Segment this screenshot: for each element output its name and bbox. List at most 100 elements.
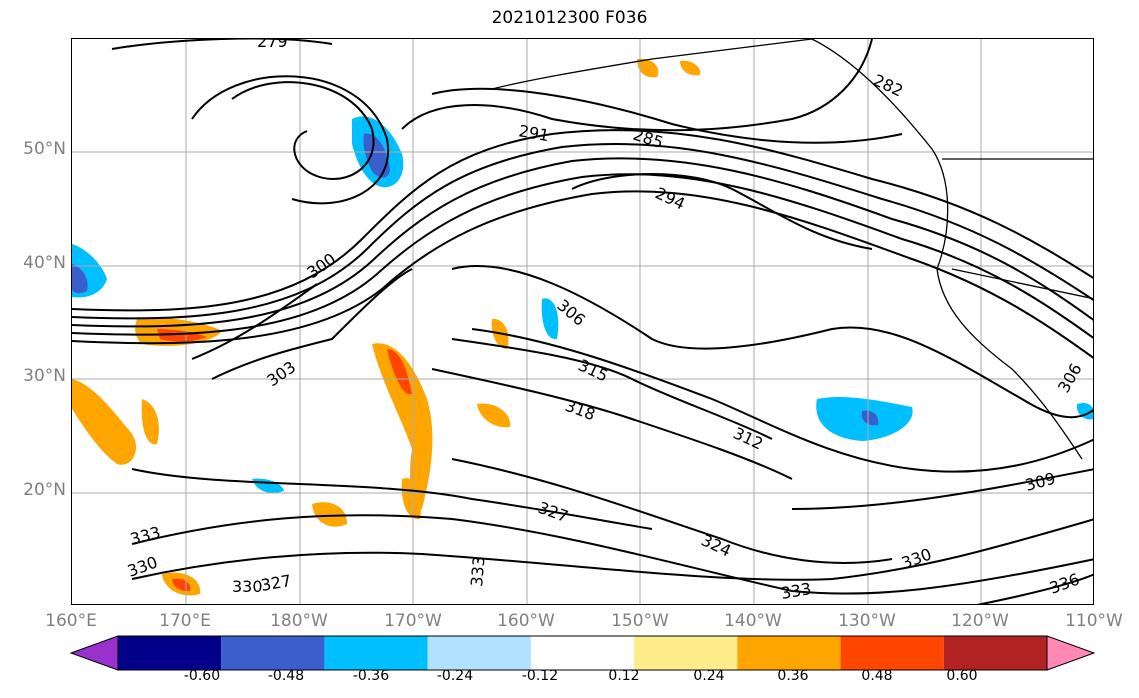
contour-315 bbox=[451, 338, 773, 440]
map-panel: 279 282 285 291 294 300 303 306 309 312 … bbox=[71, 38, 1094, 605]
contour-327 bbox=[131, 468, 653, 530]
lon-label-110w: 110°W bbox=[1065, 611, 1123, 631]
shade-orange-streak bbox=[372, 343, 433, 510]
contour-label-279: 279 bbox=[257, 39, 288, 51]
contour-label-336: 336 bbox=[1047, 569, 1082, 597]
contour-jet-4 bbox=[72, 173, 1093, 339]
contour-label-318: 318 bbox=[563, 396, 598, 424]
colorbar-segment bbox=[118, 636, 222, 670]
contour-jet-1 bbox=[72, 129, 1093, 312]
colorbar-tick-10: 0.60 bbox=[946, 668, 978, 684]
contour-label-330: 330 bbox=[899, 544, 934, 572]
colorbar-segment bbox=[530, 636, 635, 670]
colorbar-tick-2: -0.48 bbox=[267, 668, 305, 684]
contour-324 bbox=[451, 458, 893, 564]
contour-318 bbox=[431, 368, 793, 480]
colorbar-tick-9: 0.48 bbox=[861, 668, 893, 684]
coastline-border-2 bbox=[951, 268, 1093, 300]
shade-orange-145w-top bbox=[680, 60, 701, 76]
shade-red-band bbox=[157, 329, 207, 342]
contour-312 bbox=[471, 328, 1093, 473]
shade-orange-175w bbox=[312, 502, 347, 527]
colorbar-segment bbox=[634, 636, 738, 670]
contour-label-312: 312 bbox=[730, 423, 766, 453]
lon-label-160w: 160°W bbox=[497, 611, 555, 631]
contour-label-330-left: 330 bbox=[125, 552, 160, 580]
shade-orange-150w-top bbox=[637, 58, 659, 78]
shade-orange-lowleft bbox=[72, 379, 137, 465]
contour-294 bbox=[571, 173, 873, 250]
contour-300 bbox=[191, 283, 318, 360]
shade-cyan-180w bbox=[252, 478, 284, 493]
colorbar-tick-4: -0.24 bbox=[436, 668, 474, 684]
colorbar-segment bbox=[737, 636, 841, 670]
contour-label-333: 333 bbox=[779, 579, 812, 603]
lat-label-50n: 50°N bbox=[23, 139, 66, 159]
colorbar-segment bbox=[840, 636, 944, 670]
shade-orange-lowleft2 bbox=[141, 399, 159, 445]
shade-orange-20n bbox=[401, 478, 422, 520]
lon-label-140w: 140°W bbox=[724, 611, 782, 631]
contour-jet-5 bbox=[72, 190, 1093, 359]
contour-label-327-low: 327 bbox=[259, 571, 292, 595]
contour-vortex-1 bbox=[231, 81, 375, 180]
lon-label-180w: 180°W bbox=[270, 611, 328, 631]
colorbar bbox=[69, 635, 1096, 671]
shade-blue-130w bbox=[861, 410, 879, 426]
colorbar-segment bbox=[324, 636, 428, 670]
lat-label-20n: 20°N bbox=[23, 480, 66, 500]
colorbar-segment bbox=[427, 636, 531, 670]
contour-jet-2 bbox=[72, 142, 1093, 320]
colorbar-segment bbox=[943, 636, 1047, 670]
shade-red-streak bbox=[387, 349, 412, 395]
lon-label-160e: 160°E bbox=[45, 611, 97, 631]
contour-285 bbox=[431, 87, 903, 144]
lon-label-170w: 170°W bbox=[384, 611, 442, 631]
contour-label-285: 285 bbox=[631, 125, 666, 153]
shade-orange-160w bbox=[477, 403, 511, 428]
shade-cyan-155w bbox=[541, 298, 559, 340]
colorbar-extend-high bbox=[1046, 635, 1096, 671]
contour-label-309: 309 bbox=[1023, 469, 1057, 495]
lat-label-30n: 30°N bbox=[23, 366, 66, 386]
colorbar-tick-5: -0.12 bbox=[521, 668, 559, 684]
coastline-na-west bbox=[811, 39, 1083, 460]
colorbar-tick-8: 0.36 bbox=[777, 668, 809, 684]
lon-label-120w: 120°W bbox=[951, 611, 1009, 631]
colorbar-outline bbox=[117, 635, 1048, 671]
coastline bbox=[491, 39, 1093, 460]
colorbar-tick-6: 0.12 bbox=[608, 668, 640, 684]
contour-label-330-low: 330 bbox=[232, 577, 263, 596]
contour-291 bbox=[401, 39, 873, 132]
contour-vortex-2 bbox=[191, 75, 390, 205]
contour-label-282: 282 bbox=[870, 70, 906, 100]
contour-306 bbox=[451, 265, 1093, 419]
contour-336 bbox=[976, 573, 1093, 604]
lon-label-130w: 130°W bbox=[838, 611, 896, 631]
contour-label-306-right: 306 bbox=[1054, 360, 1086, 396]
contour-labels: 279 282 285 291 294 300 303 306 309 312 … bbox=[125, 39, 1086, 603]
contour-label-324: 324 bbox=[698, 530, 734, 560]
map-canvas: 279 282 285 291 294 300 303 306 309 312 … bbox=[72, 39, 1093, 604]
lon-label-150w: 150°W bbox=[611, 611, 669, 631]
colorbar-segment bbox=[221, 636, 325, 670]
coastline-alaska bbox=[491, 39, 813, 90]
colorbar-tick-7: 0.24 bbox=[693, 668, 725, 684]
shade-darkblue-vortex bbox=[363, 133, 390, 178]
contour-label-327: 327 bbox=[536, 498, 571, 526]
contour-label-333-mid: 333 bbox=[467, 555, 489, 587]
shaded-field-layer bbox=[72, 58, 1093, 596]
contour-label-291: 291 bbox=[517, 121, 550, 145]
contour-330 bbox=[131, 518, 1093, 581]
contour-label-303: 303 bbox=[263, 357, 299, 390]
contour-label-306: 306 bbox=[553, 296, 589, 330]
contour-279 bbox=[111, 39, 333, 50]
colorbar-tick-3: -0.36 bbox=[352, 668, 390, 684]
map-title: 2021012300 F036 bbox=[491, 8, 648, 28]
colorbar-extend-low bbox=[69, 635, 119, 671]
contour-label-294: 294 bbox=[652, 183, 688, 213]
shade-purple-left bbox=[72, 264, 88, 294]
colorbar-tick-1: -0.60 bbox=[183, 668, 221, 684]
contour-label-333-left: 333 bbox=[128, 523, 162, 549]
contour-309 bbox=[791, 468, 1093, 510]
